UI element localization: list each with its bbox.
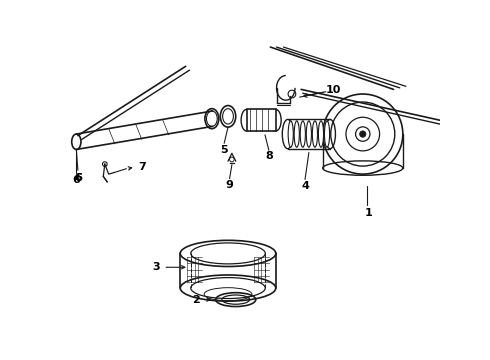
Text: 3: 3 [152,262,159,272]
Ellipse shape [318,121,323,147]
Ellipse shape [312,121,318,147]
Ellipse shape [300,121,305,147]
Ellipse shape [324,121,330,147]
Text: 6: 6 [73,175,80,185]
Text: 1: 1 [364,208,372,217]
Text: 10: 10 [326,85,341,95]
Text: 6: 6 [74,173,82,183]
Text: 2: 2 [193,294,200,305]
Text: 4: 4 [301,181,309,191]
Text: 8: 8 [265,152,273,161]
Ellipse shape [288,121,294,147]
Ellipse shape [294,121,299,147]
Ellipse shape [306,121,312,147]
Text: 7: 7 [138,162,146,172]
Text: 5: 5 [220,145,228,155]
Text: 6: 6 [74,173,82,183]
Circle shape [360,131,366,137]
Text: 9: 9 [225,180,234,190]
Bar [246,109,276,131]
